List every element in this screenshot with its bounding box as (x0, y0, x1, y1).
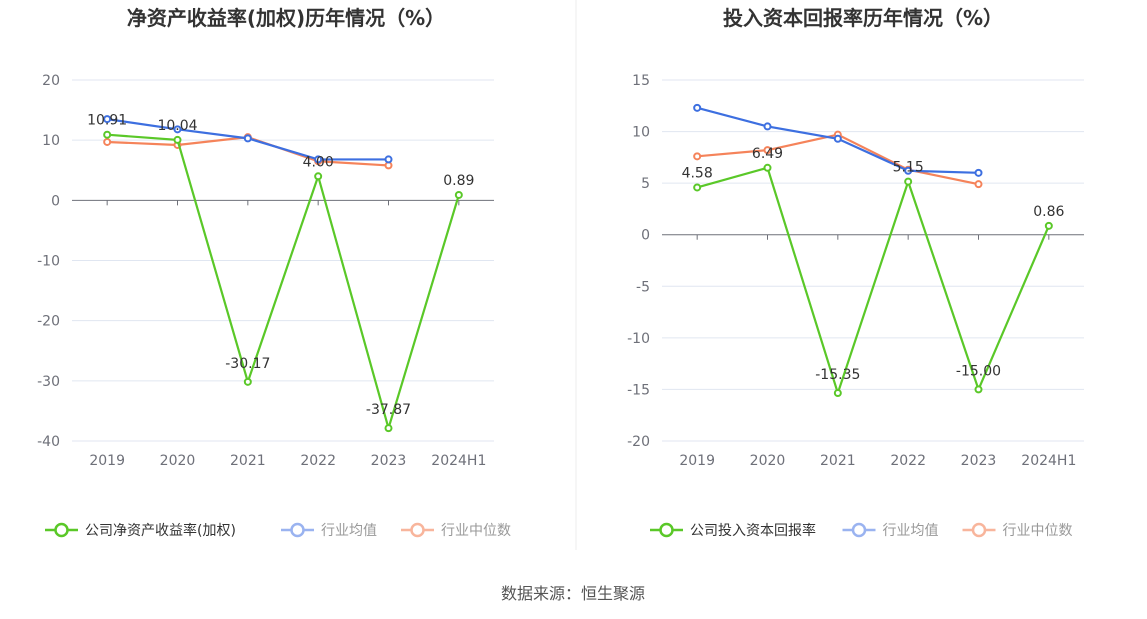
x-tick-label: 2022 (300, 453, 336, 469)
legend-label-avg: 行业均值 (321, 523, 377, 539)
data-point-company (904, 177, 913, 186)
data-point-company (384, 424, 393, 433)
data-point-avg (763, 122, 772, 131)
legend-label-company: 公司净资产收益率(加权) (85, 522, 236, 539)
data-point-company (173, 135, 182, 144)
y-tick-label: -5 (636, 279, 650, 295)
data-label: -30.17 (225, 356, 270, 372)
legend-marker-median (971, 522, 987, 538)
y-tick-label: -30 (37, 374, 60, 390)
data-label: 10.91 (87, 113, 127, 129)
chart-title: 净资产收益率(加权)历年情况（%） (127, 6, 445, 30)
data-label: 6.49 (752, 146, 783, 162)
data-point-avg (314, 155, 323, 164)
source-text: 数据来源：恒生聚源 (501, 584, 645, 603)
x-tick-label: 2020 (160, 453, 196, 469)
legend-marker-avg (851, 522, 867, 538)
x-tick-label: 2019 (679, 453, 715, 469)
data-point-avg (833, 134, 842, 143)
x-tick-label: 2022 (890, 453, 926, 469)
x-tick-label: 2020 (750, 453, 786, 469)
chart-title: 投入资本回报率历年情况（%） (723, 6, 1003, 30)
x-tick-label: 2021 (820, 453, 856, 469)
data-point-median (763, 146, 772, 155)
y-tick-label: -20 (627, 434, 650, 450)
y-tick-label: 15 (632, 73, 650, 89)
x-tick-label: 2024H1 (431, 453, 486, 469)
data-label: 4.58 (682, 165, 713, 181)
data-label: 5.15 (893, 160, 924, 176)
data-point-avg (904, 166, 913, 175)
legend-label-company: 公司投入资本回报率 (690, 522, 816, 539)
x-tick-label: 2023 (371, 453, 407, 469)
legend-label-median: 行业中位数 (441, 523, 511, 539)
data-point-avg (243, 134, 252, 143)
y-tick-label: 20 (42, 73, 60, 89)
data-point-company (833, 389, 842, 398)
legend-marker-company (54, 522, 69, 538)
data-point-company (974, 385, 983, 394)
y-tick-label: -40 (37, 434, 60, 450)
data-point-median (693, 152, 702, 161)
data-label: 10.04 (157, 118, 197, 134)
y-tick-label: 5 (641, 176, 650, 192)
y-tick-label: -10 (627, 331, 650, 347)
y-tick-label: 0 (641, 228, 650, 244)
x-tick-label: 2023 (961, 453, 997, 469)
data-point-company (454, 190, 463, 199)
data-label: 0.86 (1033, 204, 1064, 220)
y-tick-label: 10 (42, 133, 60, 149)
legend-marker-company (659, 522, 674, 538)
y-tick-label: -10 (37, 254, 60, 270)
x-tick-label: 2019 (89, 453, 125, 469)
data-label: -37.87 (366, 402, 411, 418)
data-label: 0.89 (443, 173, 474, 189)
legend-label-avg: 行业均值 (883, 523, 939, 539)
data-point-avg (384, 155, 393, 164)
y-tick-label: 10 (632, 125, 650, 141)
data-point-company (243, 377, 252, 386)
legend-marker-median (410, 522, 425, 538)
data-point-median (103, 137, 112, 146)
data-label: 4.00 (303, 154, 334, 170)
legend-label-median: 行业中位数 (1003, 523, 1073, 539)
data-point-company (1044, 221, 1053, 230)
data-point-company (693, 183, 702, 192)
legend-marker-avg (290, 522, 305, 538)
data-point-company (763, 163, 772, 172)
data-point-company (103, 130, 112, 139)
series-line-company (696, 166, 1050, 397)
data-label: -15.35 (815, 367, 860, 383)
series-line-company (107, 133, 460, 433)
data-point-avg (103, 115, 112, 124)
y-tick-label: 0 (51, 193, 60, 209)
data-point-company (314, 172, 323, 181)
x-tick-label: 2021 (230, 453, 266, 469)
y-tick-label: -20 (37, 314, 60, 330)
y-tick-label: -15 (627, 382, 650, 398)
data-point-avg (173, 125, 182, 134)
data-label: -15.00 (956, 363, 1001, 379)
data-point-avg (693, 103, 702, 112)
data-point-avg (974, 168, 983, 177)
x-tick-label: 2024H1 (1021, 453, 1076, 469)
data-point-median (974, 180, 983, 189)
